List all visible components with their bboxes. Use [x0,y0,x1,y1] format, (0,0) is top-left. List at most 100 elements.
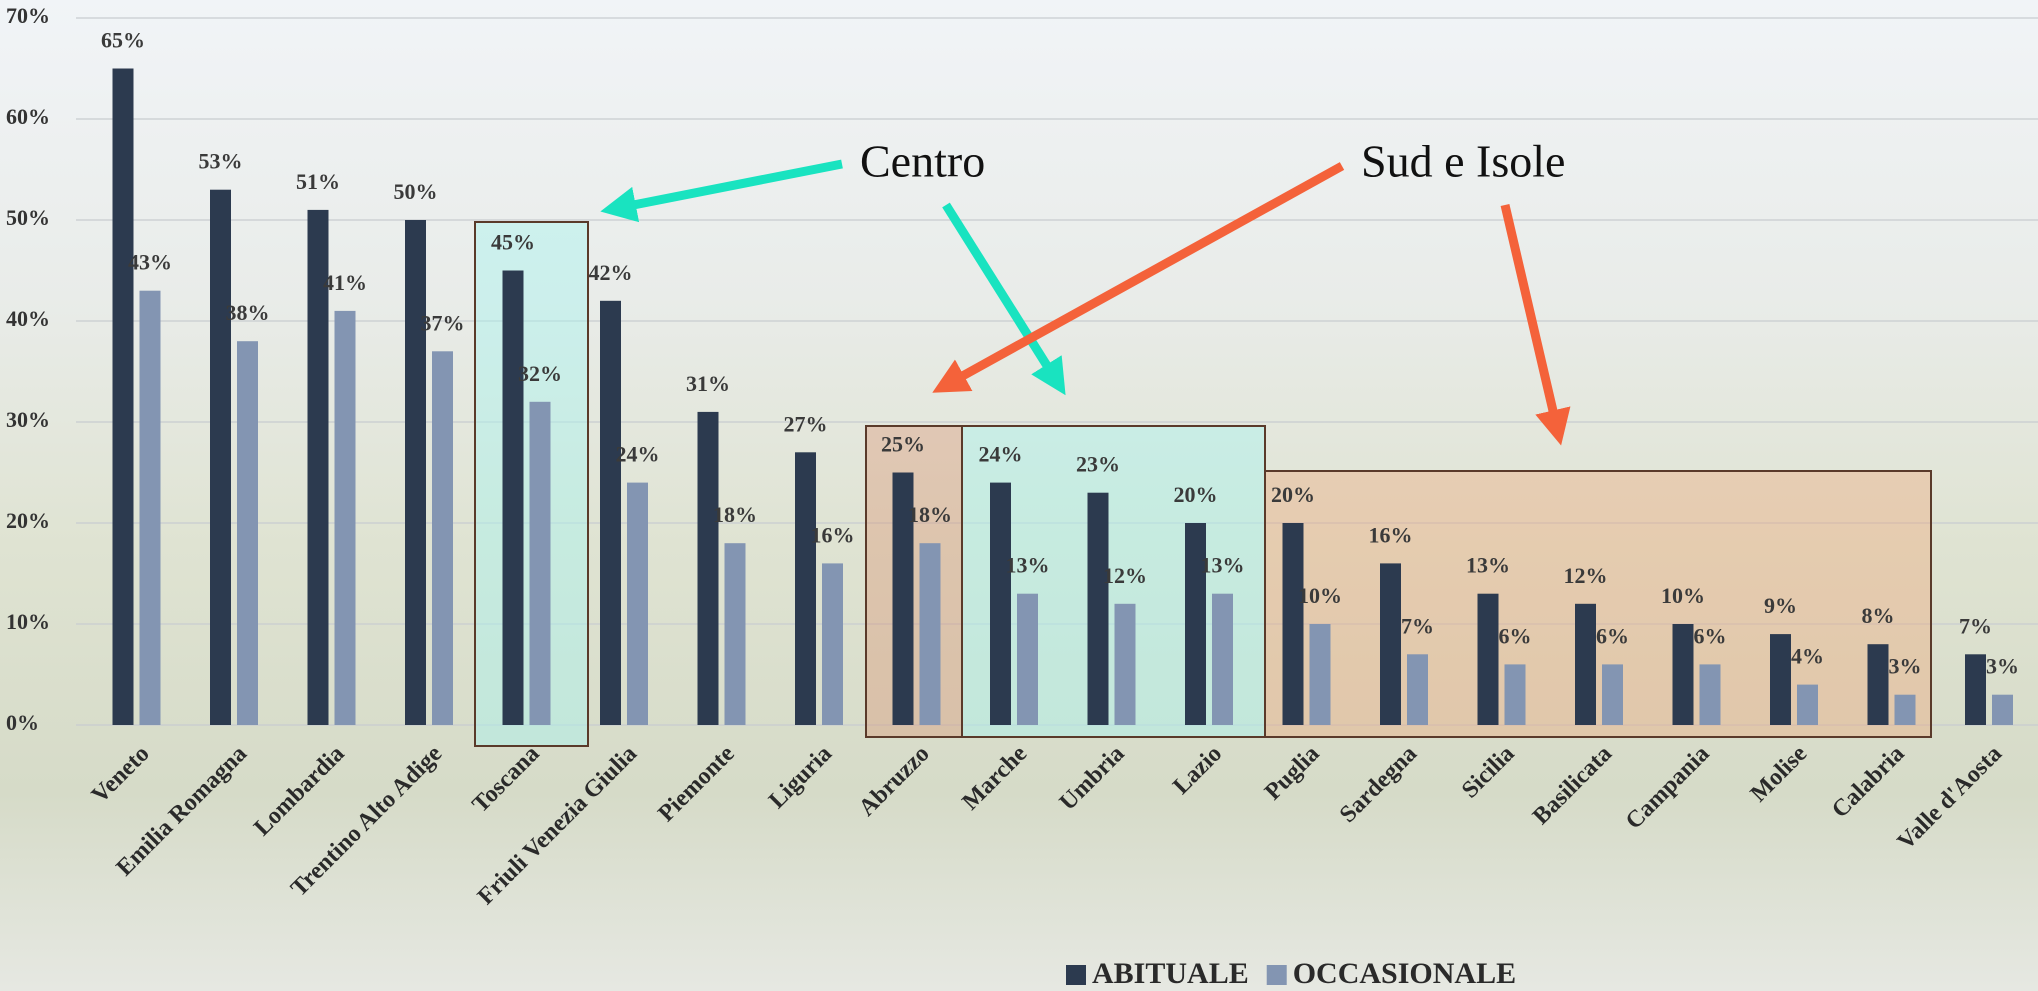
value-label: 16% [1369,522,1413,547]
legend-swatch [1066,965,1086,985]
value-label: 13% [1466,553,1510,578]
value-label: 3% [1986,654,2019,679]
value-label: 12% [1564,563,1608,588]
y-tick-label: 40% [6,306,50,331]
value-label: 20% [1174,482,1218,507]
annotation: Sud e Isole [1361,136,1565,187]
bar [1894,694,1916,725]
bar [627,482,648,725]
bar [307,209,329,725]
value-label: 7% [1959,613,1992,638]
bar [237,341,258,725]
bar [1380,563,1401,725]
y-tick-label: 70% [6,3,50,28]
value-label: 18% [713,502,757,527]
value-label: 51% [296,169,340,194]
value-label: 42% [589,260,633,285]
value-label: 25% [881,432,925,457]
value-label: 3% [1889,654,1922,679]
bar [1407,654,1428,725]
value-label: 20% [1271,482,1315,507]
value-label: 18% [908,502,952,527]
value-label: 7% [1401,613,1434,638]
bar [1770,634,1791,725]
value-label: 32% [518,361,562,386]
bar [139,290,161,725]
bar [1575,603,1596,725]
bar [1185,523,1206,725]
value-label: 10% [1298,583,1342,608]
value-label: 24% [979,442,1023,467]
y-tick-label: 20% [6,508,50,533]
value-label: 6% [1596,623,1629,648]
highlight-box [865,425,963,738]
value-label: 9% [1764,593,1797,618]
y-tick-label: 30% [6,407,50,432]
arrow [600,159,843,223]
value-label: 53% [199,149,243,174]
bar [1965,654,1986,725]
bar [1699,664,1721,725]
value-label: 27% [784,411,828,436]
value-label: 38% [226,300,270,325]
annotation: Centro [860,136,985,187]
value-label: 13% [1006,553,1050,578]
bar [1672,624,1694,725]
bar [1992,694,2013,725]
arrow [1500,203,1571,446]
bar [432,351,453,725]
bar [502,270,524,725]
value-label: 8% [1862,603,1895,628]
bar [795,452,816,725]
bar [1477,593,1499,725]
legend: ABITUALE OCCASIONALE [1066,957,1516,990]
y-tick-label: 60% [6,104,50,129]
y-tick-label: 10% [6,609,50,634]
bar [529,401,551,725]
legend-label: OCCASIONALE [1293,957,1516,990]
bar [1867,644,1889,725]
value-label: 65% [101,28,145,53]
bar [892,472,914,725]
arrow [942,202,1066,396]
bar [1017,593,1038,725]
value-label: 4% [1791,644,1824,669]
value-label: 10% [1661,583,1705,608]
bar [405,220,426,725]
bar [334,310,356,725]
legend-label: ABITUALE [1092,957,1249,990]
bar [1797,684,1818,725]
arrow [932,162,1345,393]
bar [1114,603,1136,725]
value-label: 23% [1076,452,1120,477]
value-label: 16% [811,522,855,547]
bar [1212,593,1233,725]
bar [210,189,231,725]
bar [822,563,843,725]
value-label: 12% [1103,563,1147,588]
value-label: 45% [491,230,535,255]
value-label: 41% [323,270,367,295]
bar [112,68,134,725]
value-label: 31% [686,371,730,396]
highlight-box [1264,470,1932,738]
value-label: 37% [421,310,465,335]
grid: 0% 10% 20% 30% 40% 50% 60% 70% [6,3,2038,735]
bar [1087,492,1109,725]
bar [600,300,621,725]
value-label: 24% [616,442,660,467]
bar [1309,624,1331,725]
bar [1504,664,1526,725]
y-tick-label: 0% [6,710,39,735]
bar [697,411,719,725]
bar [919,543,941,725]
value-label: 50% [394,179,438,204]
bar [1602,664,1623,725]
legend-swatch [1266,965,1287,985]
bar [1282,523,1304,725]
value-label: 13% [1201,553,1245,578]
value-label: 43% [128,250,172,275]
bar [724,543,746,725]
bar [990,482,1011,725]
